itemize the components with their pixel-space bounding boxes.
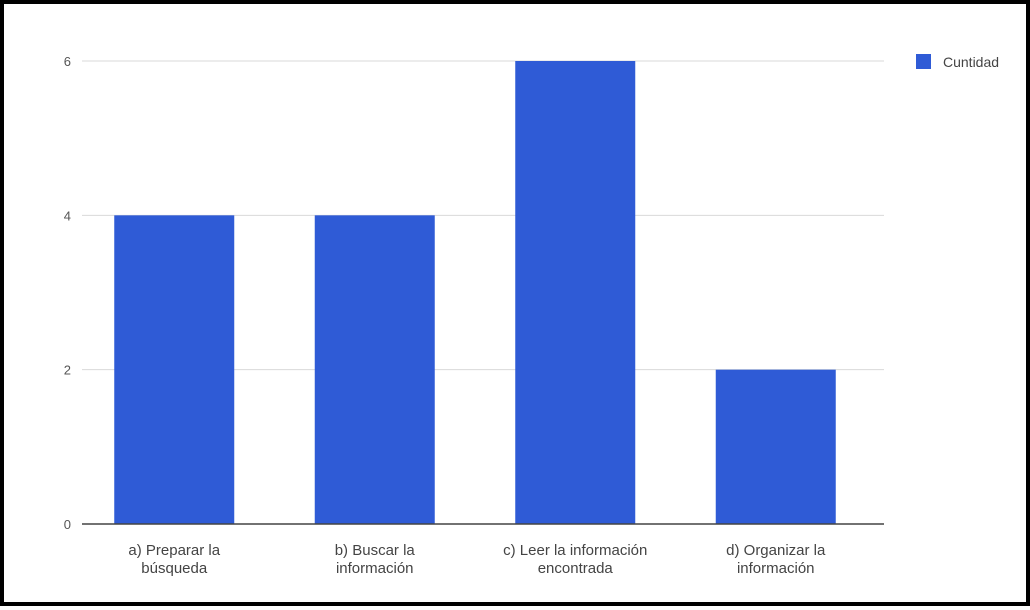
y-tick-label: 4 bbox=[64, 208, 71, 223]
x-category-label: búsqueda bbox=[141, 560, 208, 577]
legend: Cuntidad bbox=[916, 54, 999, 70]
y-tick-label: 0 bbox=[64, 517, 71, 532]
x-category-label: información bbox=[737, 560, 815, 577]
bar bbox=[515, 61, 636, 524]
x-category-label: c) Leer la información bbox=[503, 542, 647, 559]
x-category-label: información bbox=[336, 560, 414, 577]
x-category-label: d) Organizar la bbox=[726, 542, 826, 559]
bar bbox=[114, 215, 235, 525]
legend-label: Cuntidad bbox=[943, 54, 999, 70]
x-category-label: encontrada bbox=[538, 560, 614, 577]
x-category-label: a) Preparar la bbox=[128, 542, 220, 559]
y-tick-labels: 0 2 4 6 bbox=[64, 54, 71, 532]
bar bbox=[715, 369, 836, 524]
bars bbox=[114, 61, 836, 525]
legend-swatch bbox=[916, 54, 931, 69]
y-tick-label: 2 bbox=[64, 363, 71, 378]
x-category-label: b) Buscar la bbox=[335, 542, 416, 559]
bar bbox=[314, 215, 435, 525]
y-tick-label: 6 bbox=[64, 54, 71, 69]
